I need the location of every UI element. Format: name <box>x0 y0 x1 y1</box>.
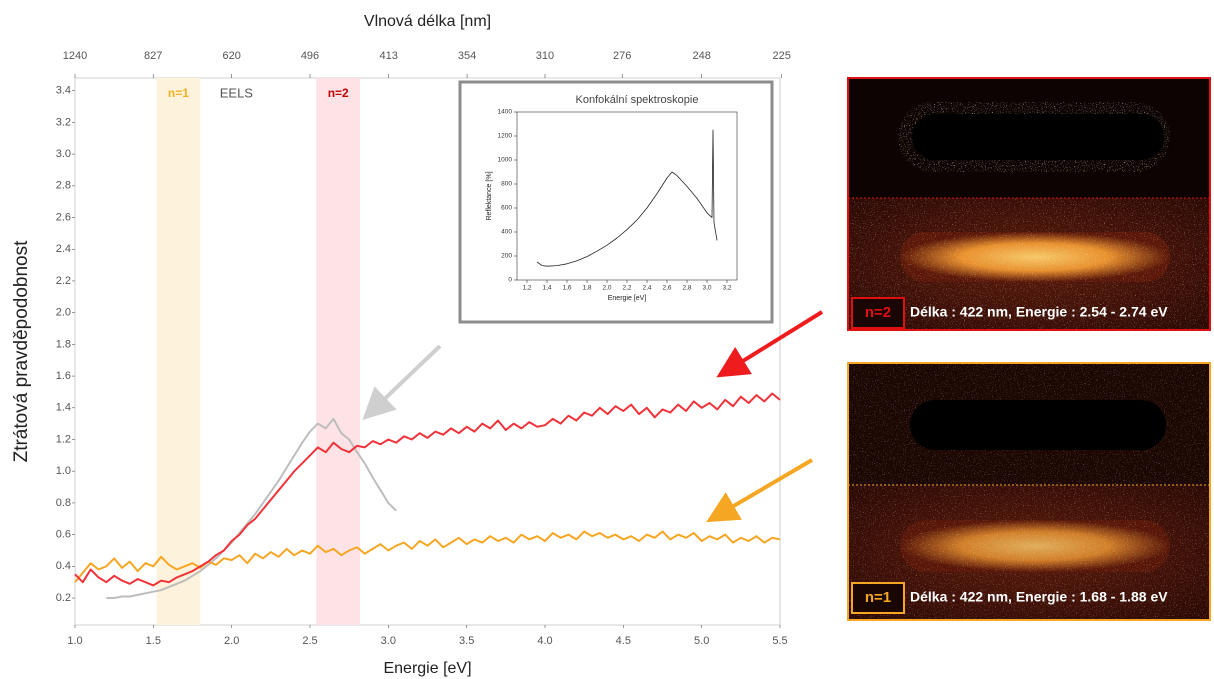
y-tick-label: 2.0 <box>56 307 71 319</box>
x-tick-label: 3,0 <box>702 285 711 292</box>
y-tick-label: 3.2 <box>56 116 71 128</box>
x-tick-label: 2,8 <box>682 285 691 292</box>
chart: 1,2 1,4 1,6 1,8 2,0 2,2 2,4 2,6 2,8 3,0 3,2 0 200 400… <box>458 80 774 324</box>
x2-tick-label: 1240 <box>63 50 87 62</box>
x-tick-label: 5.0 <box>694 635 709 647</box>
x-tick-label: 2.5 <box>302 635 317 647</box>
y-tick-label: 800 <box>501 181 512 188</box>
x2-axis-title: Vlnová délka [nm] <box>364 13 491 30</box>
y-tick-label: 0 <box>508 277 512 284</box>
panel-border <box>847 77 1211 331</box>
inset-title: Konfokální spektroskopie <box>576 94 699 106</box>
inset-frame <box>458 80 774 324</box>
tag: n=1 <box>865 589 891 606</box>
x-tick-label: 2,6 <box>662 285 671 292</box>
y-tick-label: 3.0 <box>56 148 71 160</box>
x-tick-label: 4.0 <box>537 635 552 647</box>
x-tick-label: 1,4 <box>542 285 551 292</box>
x-tick-label: 3,2 <box>722 285 731 292</box>
x-axis-title: Energie [eV] <box>608 295 647 302</box>
image-noise <box>848 485 1210 620</box>
tag-box <box>851 297 905 329</box>
arrow <box>706 458 814 523</box>
x2-tick-label: 827 <box>144 50 162 62</box>
x-tick-label: 1.0 <box>67 635 82 647</box>
x-tick-label: 1,8 <box>582 285 591 292</box>
series-line <box>74 530 781 583</box>
x-tick-label: 4.5 <box>616 635 631 647</box>
series-line <box>106 417 397 599</box>
y-tick-label: 2.6 <box>56 211 71 223</box>
caption: Délka : 422 nm, Energie : 1.68 - 1.88 eV <box>910 589 1168 605</box>
x2-tick-label: 413 <box>380 50 398 62</box>
y-tick-label: 1000 <box>498 157 513 164</box>
image-core <box>912 114 1164 160</box>
series-line <box>536 129 718 267</box>
y-axis-title: Ztrátová pravděpodobnost <box>11 240 32 463</box>
x2-tick-label: 620 <box>222 50 240 62</box>
image-core <box>910 400 1166 450</box>
x-tick-label: 1,2 <box>522 285 531 292</box>
x-tick-label: 2,2 <box>622 285 631 292</box>
arrows <box>362 310 824 523</box>
x-tick-label: 3.5 <box>459 635 474 647</box>
annotation: EELS <box>220 85 254 100</box>
x2-tick-label: 276 <box>613 50 631 62</box>
band <box>316 78 361 625</box>
y-tick-label: 400 <box>501 229 512 236</box>
x-axis-title: Energie [eV] <box>383 660 471 677</box>
tag-box <box>851 582 905 614</box>
x2-tick-label: 496 <box>301 50 319 62</box>
y-tick-label: 600 <box>501 205 512 212</box>
band <box>156 78 201 625</box>
x-tick-label: 2.0 <box>224 635 239 647</box>
y-tick-label: 0.8 <box>56 497 71 509</box>
y-tick-label: 0.4 <box>56 560 71 572</box>
y-tick-label: 1.8 <box>56 338 71 350</box>
y-tick-label: 3.4 <box>56 85 71 97</box>
x-tick-label: 2,0 <box>602 285 611 292</box>
x2-tick-label: 310 <box>536 50 554 62</box>
arrow <box>716 310 824 378</box>
x2-tick-label: 354 <box>458 50 476 62</box>
y-tick-label: 1.4 <box>56 402 71 414</box>
caption: Délka : 422 nm, Energie : 2.54 - 2.74 eV <box>910 304 1168 320</box>
image-noise <box>848 198 1210 330</box>
y-tick-label: 1.2 <box>56 433 71 445</box>
y-tick-label: 2.8 <box>56 180 71 192</box>
x-tick-label: 1,6 <box>562 285 571 292</box>
y-axis-title: Reflektance [%] <box>486 171 493 220</box>
x-tick-label: 3.0 <box>381 635 396 647</box>
y-tick-label: 0.2 <box>56 592 71 604</box>
y-tick-label: 200 <box>501 253 512 260</box>
x-tick-label: 1.5 <box>146 635 161 647</box>
y-tick-label: 1200 <box>498 133 513 140</box>
y-tick-label: 1400 <box>498 109 513 116</box>
x2-tick-label: 248 <box>692 50 710 62</box>
panel-border <box>847 362 1211 621</box>
x2-tick-label: 225 <box>773 50 791 62</box>
y-tick-label: 2.4 <box>56 243 71 255</box>
y-tick-label: 1.0 <box>56 465 71 477</box>
arrow <box>362 344 442 421</box>
x-tick-label: 2,4 <box>642 285 651 292</box>
y-tick-label: 0.6 <box>56 529 71 541</box>
image-panels <box>847 77 1211 621</box>
band-label: n=1 <box>168 86 189 100</box>
series-line <box>74 392 781 587</box>
tag: n=2 <box>865 304 891 321</box>
band-label: n=2 <box>328 86 349 100</box>
y-tick-label: 1.6 <box>56 370 71 382</box>
x-tick-label: 5.5 <box>772 635 787 647</box>
y-tick-label: 2.2 <box>56 275 71 287</box>
